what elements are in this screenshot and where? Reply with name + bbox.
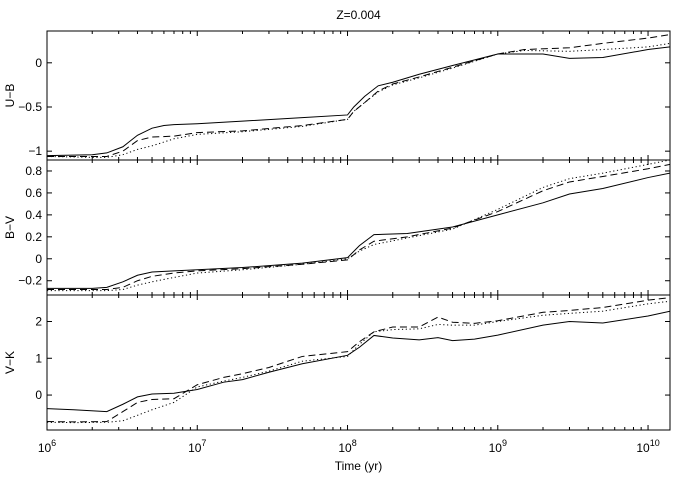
panel-1-y-tick-label: 0 <box>35 56 42 70</box>
panel-1-series-dotted-line <box>47 42 670 158</box>
x-tick-label: 107 <box>188 438 206 455</box>
panel-3-frame <box>46 294 671 431</box>
panel-3-series-dotted-line <box>47 300 670 424</box>
panel-2-y-axis-label: B−V <box>3 216 17 239</box>
panel-3-series-dashed-line <box>47 297 670 423</box>
x-tick-label: 108 <box>338 438 356 455</box>
panel-3-series-solid-line <box>47 310 670 413</box>
panel-3-y-axis-label: V−K <box>3 351 17 374</box>
panel-1-y-axis-label: U−B <box>3 84 17 108</box>
panel-3-y-tick-label: 1 <box>35 351 42 365</box>
panel-2-series-solid-line <box>47 172 670 289</box>
panel-2-y-tick-label: 0.8 <box>25 164 42 178</box>
x-tick-label: 1010 <box>636 438 659 455</box>
panel-1-series-dashed-line <box>47 34 670 157</box>
x-axis-label: Time (yr) <box>335 459 383 473</box>
panel-2-y-tick-label: 0.4 <box>25 208 42 222</box>
chart-title: Z=0.004 <box>336 8 381 22</box>
panel-2-y-tick-label: 0 <box>35 252 42 266</box>
panel-1-y-tick-label: −0.5 <box>18 100 42 114</box>
panel-3-y-tick-label: 2 <box>35 314 42 328</box>
panel-1-y-tick-label: −1 <box>28 144 42 158</box>
panel-2-y-tick-label: 0.6 <box>25 186 42 200</box>
panel-3-y-tick-label: 0 <box>35 388 42 402</box>
panel-2-y-tick-label: −0.2 <box>18 274 42 288</box>
panel-2-y-tick-label: 0.2 <box>25 230 42 244</box>
x-tick-label: 109 <box>489 438 507 455</box>
panel-1-series-solid-line <box>47 46 670 157</box>
panel-2-series-dotted-line <box>47 160 670 292</box>
panel-1-frame <box>46 30 671 161</box>
panel-2-series-dashed-line <box>47 163 670 291</box>
x-tick-label: 106 <box>38 438 56 455</box>
